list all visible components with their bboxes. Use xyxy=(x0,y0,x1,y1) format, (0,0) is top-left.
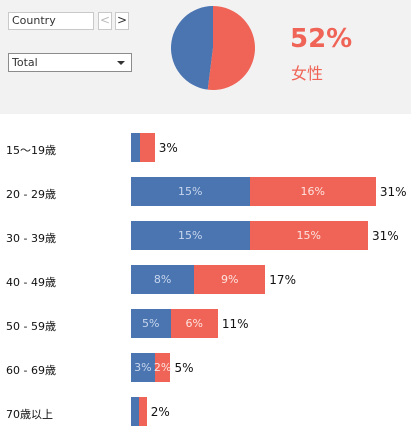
age-group-label: 60 - 69歳 xyxy=(6,364,56,377)
bar-segment-male: 5% xyxy=(131,309,171,338)
bar-segment-male xyxy=(131,133,141,162)
age-group-row: 60 - 69歳 3% 2% 5% xyxy=(0,353,411,382)
bar-total-label: 2% xyxy=(150,405,170,419)
bar-segment-female: 6% xyxy=(170,309,218,338)
chevron-down-icon xyxy=(117,61,125,65)
bar-segment-female: 2% xyxy=(154,353,171,382)
bar-total-label: 11% xyxy=(221,317,249,331)
age-group-label: 70歳以上 xyxy=(6,408,53,421)
age-group-row: 50 - 59歳 5% 6% 11% xyxy=(0,309,411,338)
bar-total-label: 3% xyxy=(158,141,178,155)
next-country-button[interactable]: > xyxy=(115,12,129,30)
age-group-label: 30 - 39歳 xyxy=(6,232,56,245)
age-group-bar xyxy=(131,397,147,426)
age-group-bar: 15% 15% xyxy=(131,221,368,250)
bar-segment-female: 15% xyxy=(249,221,368,250)
female-percentage: 52% xyxy=(290,24,353,54)
pie-slice-female xyxy=(207,6,255,90)
bar-segment-male: 8% xyxy=(131,265,195,294)
age-group-row: 15〜19歳 3% xyxy=(0,133,411,162)
age-group-bar xyxy=(131,133,155,162)
bar-total-label: 17% xyxy=(269,273,296,287)
age-group-bar: 8% 9% xyxy=(131,265,266,294)
age-group-label: 50 - 59歳 xyxy=(6,320,56,333)
bar-segment-female xyxy=(138,397,147,426)
age-group-bar: 5% 6% xyxy=(131,309,218,338)
age-group-row: 30 - 39歳 15% 15% 31% xyxy=(0,221,411,250)
bar-segment-female: 9% xyxy=(194,265,266,294)
bar-total-label: 31% xyxy=(379,185,407,199)
bar-segment-male: 15% xyxy=(131,221,250,250)
country-filter-field[interactable]: Country xyxy=(8,12,94,30)
filter-panel: Country < > Total 52% 女性 xyxy=(0,0,411,114)
age-group-label: 40 - 49歳 xyxy=(6,276,56,289)
bar-total-label: 31% xyxy=(372,229,399,243)
total-dropdown-value: Total xyxy=(12,56,38,69)
pie-slice-male xyxy=(171,6,213,90)
age-group-row: 70歳以上 2% xyxy=(0,397,411,426)
age-group-label: 15〜19歳 xyxy=(6,144,56,157)
bar-segment-male: 3% xyxy=(131,353,155,382)
age-group-bar: 3% 2% xyxy=(131,353,171,382)
female-label: 女性 xyxy=(291,64,324,83)
bar-total-label: 5% xyxy=(174,361,194,375)
gender-pie-chart xyxy=(171,6,255,90)
age-group-bar: 15% 16% xyxy=(131,177,376,206)
bar-segment-male: 15% xyxy=(131,177,250,206)
bar-segment-female: 16% xyxy=(249,177,376,206)
age-group-label: 20 - 29歳 xyxy=(6,188,56,201)
total-dropdown[interactable]: Total xyxy=(8,53,132,72)
bar-segment-male xyxy=(131,397,139,426)
age-group-row: 20 - 29歳 15% 16% 31% xyxy=(0,177,411,206)
previous-country-button[interactable]: < xyxy=(98,12,112,30)
age-group-row: 40 - 49歳 8% 9% 17% xyxy=(0,265,411,294)
bar-segment-female xyxy=(140,133,155,162)
